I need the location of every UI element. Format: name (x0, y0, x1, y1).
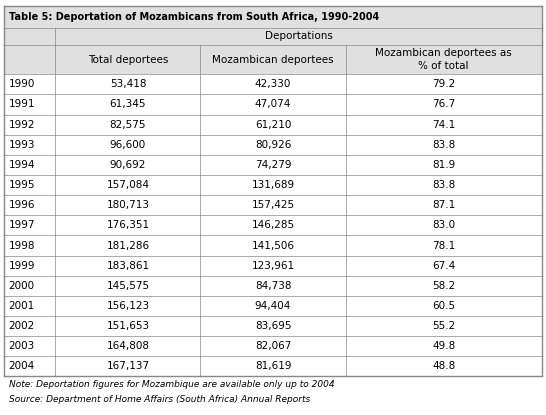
Text: 157,425: 157,425 (252, 200, 294, 210)
Bar (4, 276, 542, 296)
Text: 53,418: 53,418 (110, 79, 146, 89)
Bar (4, 356, 542, 376)
Text: 67.4: 67.4 (432, 261, 455, 271)
Text: 157,084: 157,084 (106, 180, 150, 190)
Bar (4, 115, 542, 135)
Text: 94,404: 94,404 (255, 301, 291, 311)
Text: 131,689: 131,689 (252, 180, 294, 190)
Text: Note: Deportation figures for Mozambique are available only up to 2004: Note: Deportation figures for Mozambique… (9, 380, 334, 388)
Text: 2004: 2004 (9, 361, 35, 371)
Text: 83.8: 83.8 (432, 180, 455, 190)
Text: 176,351: 176,351 (106, 220, 150, 230)
Text: Mozambican deportees: Mozambican deportees (212, 54, 334, 65)
Bar (4, 94, 542, 115)
Text: 74.1: 74.1 (432, 120, 455, 129)
Text: 55.2: 55.2 (432, 321, 455, 331)
Text: 74,279: 74,279 (255, 160, 291, 170)
Text: 1993: 1993 (9, 140, 35, 150)
Text: 145,575: 145,575 (106, 281, 150, 291)
Text: 42,330: 42,330 (255, 79, 291, 89)
Text: 81,619: 81,619 (255, 361, 291, 371)
Text: 180,713: 180,713 (106, 200, 150, 210)
Text: 61,345: 61,345 (110, 100, 146, 110)
Text: 83.8: 83.8 (432, 140, 455, 150)
Text: 83.0: 83.0 (432, 220, 455, 230)
Text: 76.7: 76.7 (432, 100, 455, 110)
Text: 1998: 1998 (9, 241, 35, 251)
Text: 183,861: 183,861 (106, 261, 150, 271)
Bar (4, 45, 542, 74)
Bar (4, 235, 542, 256)
Text: 1999: 1999 (9, 261, 35, 271)
Text: 151,653: 151,653 (106, 321, 150, 331)
Text: 2003: 2003 (9, 341, 35, 351)
Text: 47,074: 47,074 (255, 100, 291, 110)
Text: 156,123: 156,123 (106, 301, 150, 311)
Text: 80,926: 80,926 (255, 140, 291, 150)
Bar (4, 336, 542, 356)
Bar (4, 74, 542, 94)
Text: 90,692: 90,692 (110, 160, 146, 170)
Text: 2002: 2002 (9, 321, 35, 331)
Text: 1991: 1991 (9, 100, 35, 110)
Text: Total deportees: Total deportees (88, 54, 168, 65)
Text: 58.2: 58.2 (432, 281, 455, 291)
Text: 164,808: 164,808 (106, 341, 150, 351)
Text: 79.2: 79.2 (432, 79, 455, 89)
Bar (4, 6, 542, 28)
Text: 141,506: 141,506 (252, 241, 294, 251)
Bar (4, 215, 542, 235)
Text: 1995: 1995 (9, 180, 35, 190)
Text: 96,600: 96,600 (110, 140, 146, 150)
Text: 123,961: 123,961 (252, 261, 294, 271)
Text: Table 5: Deportation of Mozambicans from South Africa, 1990-2004: Table 5: Deportation of Mozambicans from… (9, 12, 379, 22)
Text: 83,695: 83,695 (255, 321, 291, 331)
Bar (4, 195, 542, 215)
Text: 60.5: 60.5 (432, 301, 455, 311)
Bar (4, 296, 542, 316)
Text: 87.1: 87.1 (432, 200, 455, 210)
Text: 1990: 1990 (9, 79, 35, 89)
Bar (4, 155, 542, 175)
Text: 181,286: 181,286 (106, 241, 150, 251)
Text: 167,137: 167,137 (106, 361, 150, 371)
Text: 146,285: 146,285 (252, 220, 294, 230)
Text: 81.9: 81.9 (432, 160, 455, 170)
Text: 1992: 1992 (9, 120, 35, 129)
Text: 2000: 2000 (9, 281, 35, 291)
Text: 61,210: 61,210 (255, 120, 291, 129)
Bar (4, 135, 542, 155)
Text: 82,575: 82,575 (110, 120, 146, 129)
Bar (4, 28, 542, 45)
Text: 1996: 1996 (9, 200, 35, 210)
Text: 1994: 1994 (9, 160, 35, 170)
Text: 84,738: 84,738 (255, 281, 291, 291)
Bar (4, 316, 542, 336)
Text: Mozambican deportees as
% of total: Mozambican deportees as % of total (375, 48, 512, 71)
Text: 49.8: 49.8 (432, 341, 455, 351)
Text: 82,067: 82,067 (255, 341, 291, 351)
Text: 1997: 1997 (9, 220, 35, 230)
Text: 2001: 2001 (9, 301, 35, 311)
Text: Deportations: Deportations (265, 32, 333, 42)
Bar (4, 175, 542, 195)
Text: 48.8: 48.8 (432, 361, 455, 371)
Text: Source: Department of Home Affairs (South Africa) Annual Reports: Source: Department of Home Affairs (Sout… (9, 395, 310, 404)
Bar (4, 256, 542, 276)
Text: 78.1: 78.1 (432, 241, 455, 251)
